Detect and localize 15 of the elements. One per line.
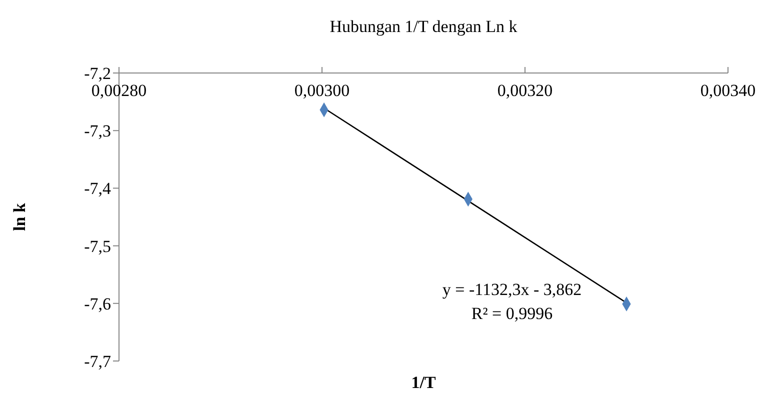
x-tick-label: 0,00320 (497, 81, 553, 100)
x-tick-label: 0,00300 (294, 81, 350, 100)
annotation: y = -1132,3x - 3,862 (442, 280, 582, 299)
y-tick-label: -7,3 (84, 122, 111, 141)
x-tick-label: 0,00340 (700, 81, 756, 100)
y-tick-label: -7,5 (84, 236, 111, 256)
x-axis-title: 1/T (411, 373, 436, 392)
y-tick-label: -7,2 (84, 64, 111, 84)
y-tick-label: -7,4 (84, 179, 112, 198)
y-tick-label: -7,7 (84, 352, 112, 372)
y-tick-label: -7,6 (84, 294, 111, 314)
chart-title: Hubungan 1/T dengan Ln k (330, 17, 518, 36)
annotation: R² = 0,9996 (471, 304, 553, 323)
y-axis-title: ln k (10, 202, 30, 231)
x-tick-label: 0,00280 (91, 81, 147, 100)
